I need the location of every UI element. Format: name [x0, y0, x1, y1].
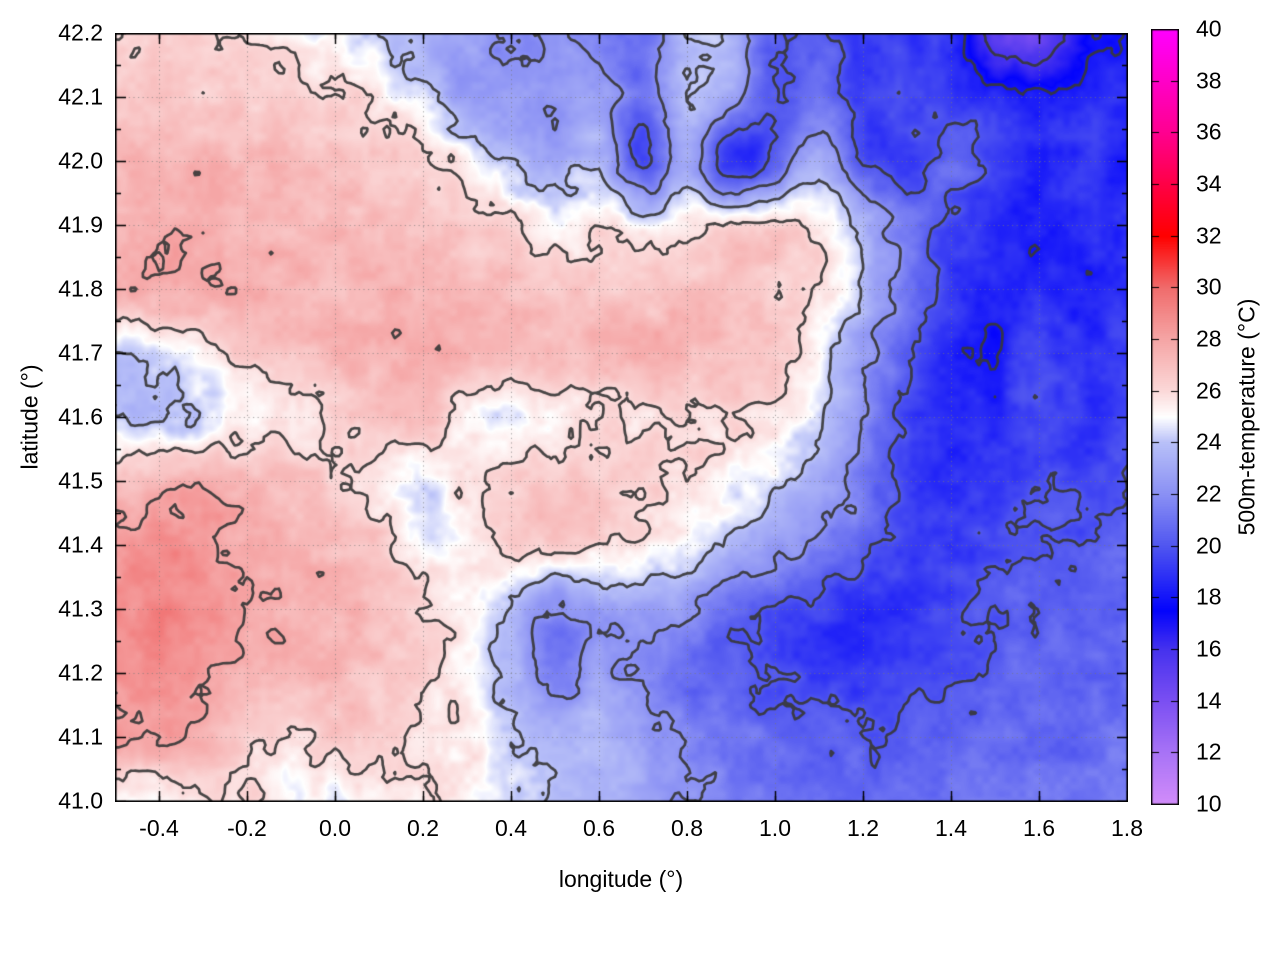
y-tick-label: 41.5 [58, 467, 103, 494]
colorbar-canvas [1151, 29, 1179, 805]
x-tick-label: 1.8 [1111, 815, 1143, 841]
colorbar-tick-label: 36 [1196, 118, 1222, 145]
y-tick-label: 41.7 [58, 339, 103, 366]
x-tick-label: -0.2 [227, 815, 267, 841]
y-tick-label: 41.0 [58, 787, 103, 814]
y-tick-label: 41.2 [58, 659, 103, 686]
colorbar-label: 500m-temperature (°C) [1233, 298, 1260, 536]
colorbar-tick-label: 20 [1196, 532, 1222, 559]
y-axis-label: latitude (°) [16, 364, 43, 470]
colorbar-tick-label: 34 [1196, 170, 1222, 197]
colorbar-tick-label: 30 [1196, 273, 1222, 300]
colorbar-tick-label: 32 [1196, 222, 1222, 249]
x-tick-label: 0.4 [495, 815, 527, 841]
x-tick-label: 0.8 [671, 815, 703, 841]
y-tick-label: 42.1 [58, 83, 103, 110]
colorbar-tick-label: 38 [1196, 67, 1222, 94]
colorbar-tick-label: 22 [1196, 480, 1222, 507]
x-tick-label: -0.4 [139, 815, 179, 841]
colorbar-tick-label: 14 [1196, 687, 1222, 714]
colorbar-tick-label: 28 [1196, 325, 1222, 352]
y-tick-label: 42.0 [58, 147, 103, 174]
y-tick-label: 42.2 [58, 19, 103, 46]
colorbar-tick-label: 16 [1196, 635, 1222, 662]
colorbar-tick-label: 26 [1196, 377, 1222, 404]
colorbar-tick-label: 12 [1196, 738, 1222, 765]
x-tick-label: 0.0 [319, 815, 351, 841]
colorbar-tick-label: 18 [1196, 583, 1222, 610]
y-tick-label: 41.9 [58, 211, 103, 238]
colorbar-tick-label: 40 [1196, 15, 1222, 42]
x-axis-label: longitude (°) [558, 866, 684, 892]
y-tick-label: 41.3 [58, 595, 103, 622]
x-tick-label: 1.6 [1023, 815, 1055, 841]
heatmap-canvas [115, 33, 1128, 802]
x-tick-label: 1.2 [847, 815, 879, 841]
x-tick-label: 1.0 [759, 815, 791, 841]
y-tick-label: 41.1 [58, 723, 103, 750]
x-tick-label: 0.6 [583, 815, 615, 841]
colorbar-tick-label: 10 [1196, 790, 1222, 817]
y-tick-label: 41.6 [58, 403, 103, 430]
y-tick-label: 41.4 [58, 531, 103, 558]
y-tick-label: 41.8 [58, 275, 103, 302]
x-tick-label: 1.4 [935, 815, 967, 841]
colorbar-tick-label: 24 [1196, 428, 1222, 455]
x-tick-label: 0.2 [407, 815, 439, 841]
